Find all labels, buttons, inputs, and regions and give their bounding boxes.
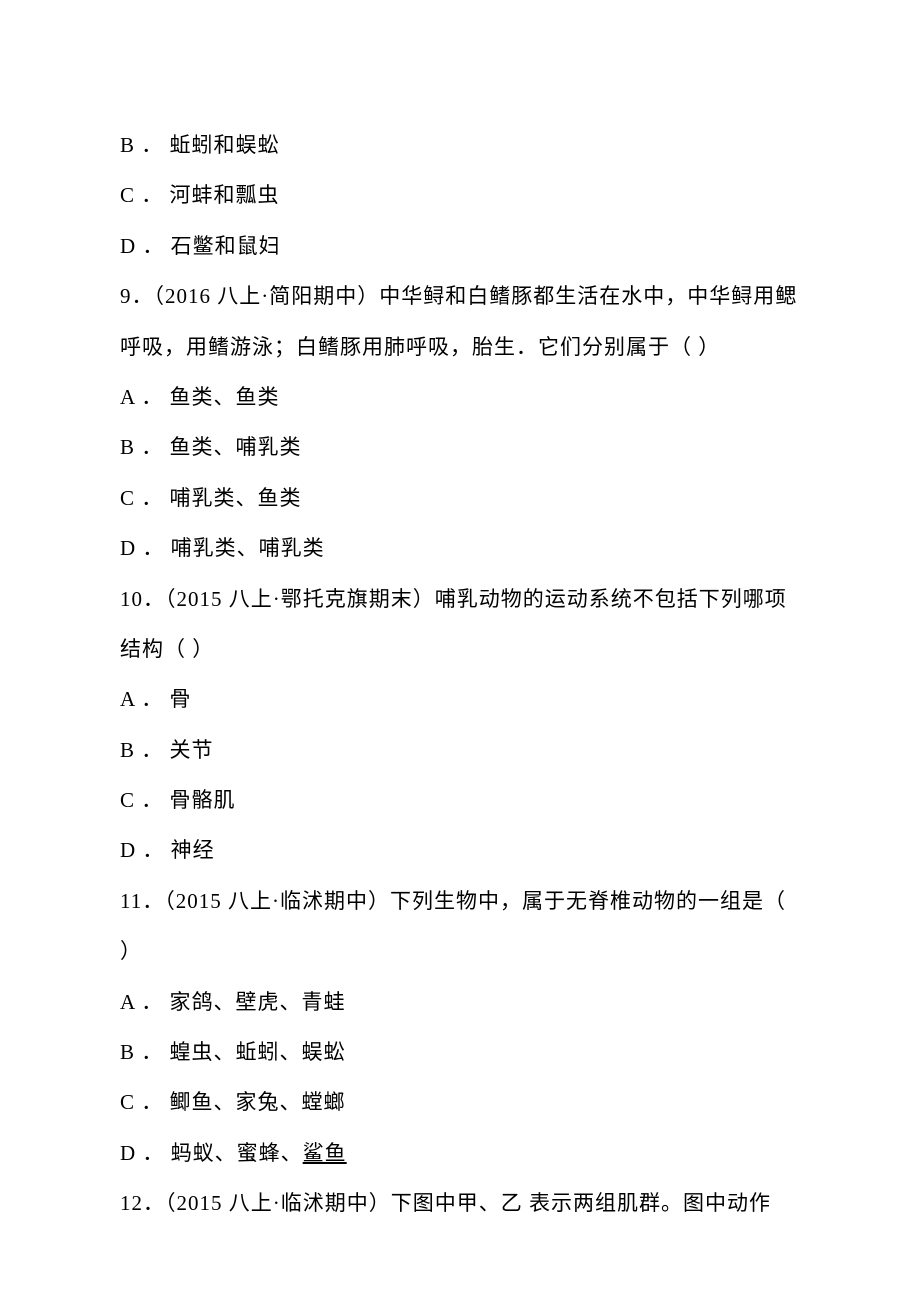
option-a: A ． 骨	[120, 674, 800, 724]
option-d: D ． 蚂蚁、蜜蜂、鲨鱼	[120, 1128, 800, 1178]
question-11: 11．（2015 八上·临沭期中）下列生物中，属于无脊椎动物的一组是（ ）	[120, 876, 800, 977]
option-d-prefix: D ． 蚂蚁、蜜蜂、	[120, 1141, 303, 1165]
option-a: A ． 家鸽、壁虎、青蛙	[120, 977, 800, 1027]
option-d: D ． 石鳖和鼠妇	[120, 221, 800, 271]
document-page: B ． 蚯蚓和蜈蚣 C ． 河蚌和瓢虫 D ． 石鳖和鼠妇 9．（2016 八上…	[120, 120, 800, 1229]
option-d-underlined: 鲨鱼	[303, 1141, 347, 1165]
question-10: 10．（2015 八上·鄂托克旗期末）哺乳动物的运动系统不包括下列哪项结构（ ）	[120, 574, 800, 675]
option-b: B ． 蝗虫、蚯蚓、蜈蚣	[120, 1027, 800, 1077]
option-c: C ． 哺乳类、鱼类	[120, 473, 800, 523]
option-d: D ． 哺乳类、哺乳类	[120, 523, 800, 573]
question-9: 9．（2016 八上·简阳期中）中华鲟和白鳍豚都生活在水中，中华鲟用鳃呼吸，用鳍…	[120, 271, 800, 372]
question-12: 12．（2015 八上·临沭期中）下图中甲、乙 表示两组肌群。图中动作	[120, 1178, 800, 1228]
option-c: C ． 河蚌和瓢虫	[120, 170, 800, 220]
option-a: A ． 鱼类、鱼类	[120, 372, 800, 422]
option-d: D ． 神经	[120, 825, 800, 875]
option-c: C ． 鲫鱼、家兔、螳螂	[120, 1077, 800, 1127]
option-b: B ． 鱼类、哺乳类	[120, 422, 800, 472]
option-c: C ． 骨骼肌	[120, 775, 800, 825]
option-b: B ． 关节	[120, 725, 800, 775]
option-b: B ． 蚯蚓和蜈蚣	[120, 120, 800, 170]
